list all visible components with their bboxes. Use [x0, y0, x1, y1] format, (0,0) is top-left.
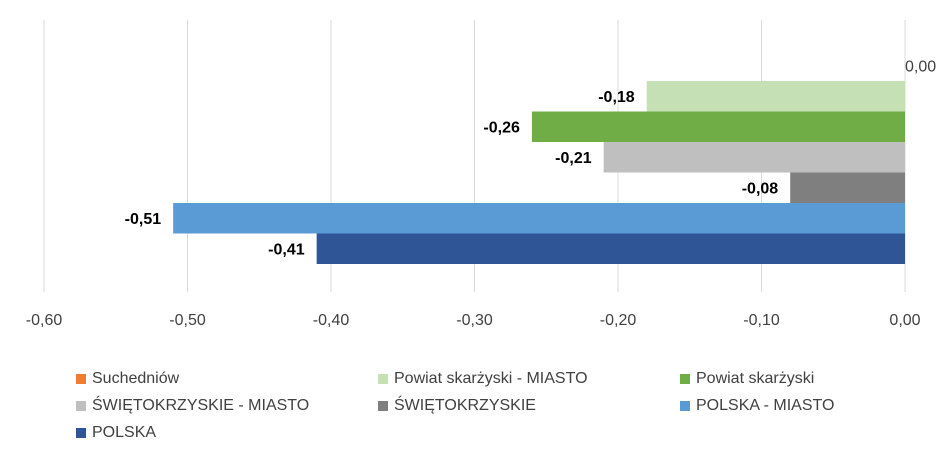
legend-item: Powiat skarżyski [680, 370, 814, 388]
bar [790, 172, 905, 203]
legend-swatch [76, 401, 86, 411]
x-axis-ticks: -0,60 -0,50 -0,40 -0,30 -0,20 -0,10 0,00 [26, 312, 921, 329]
data-label: -0,08 [742, 180, 779, 197]
legend-swatch [378, 374, 388, 384]
x-tick-label: -0,20 [600, 312, 637, 329]
legend-item: ŚWIĘTOKRZYSKIE - MIASTO [76, 397, 309, 415]
legend-item: POLSKA [76, 424, 156, 442]
data-label: -0,26 [483, 119, 520, 136]
x-tick-label: -0,40 [313, 312, 350, 329]
bar [603, 142, 905, 173]
legend-label: ŚWIĘTOKRZYSKIE [394, 397, 536, 414]
x-tick-label: -0,60 [26, 312, 63, 329]
legend-label: POLSKA - MIASTO [696, 397, 835, 414]
bar [531, 111, 905, 142]
data-label: -0,18 [598, 89, 635, 106]
data-label: -0,21 [555, 150, 592, 167]
data-label: 0,00 [905, 58, 936, 75]
legend-label: Powiat skarżyski - MIASTO [394, 370, 588, 387]
legend-item: ŚWIĘTOKRZYSKIE [378, 397, 536, 415]
legend-item: Suchedniów [76, 370, 179, 388]
data-label: -0,41 [268, 241, 305, 258]
legend-swatch [680, 401, 690, 411]
bar-chart: 0,00 -0,18 -0,26 -0,21 -0,08 -0,51 -0,41 -0,60… [26, 20, 937, 329]
bars [173, 81, 905, 264]
bar [316, 233, 905, 264]
legend-label: Powiat skarżyski [696, 370, 815, 387]
legend-label: POLSKA [92, 424, 157, 441]
bar [646, 81, 905, 112]
legend-swatch [76, 428, 86, 438]
bar [173, 203, 905, 234]
legend-item: Powiat skarżyski - MIASTO [378, 370, 588, 388]
data-label: -0,51 [125, 211, 162, 228]
legend-label: Suchedniów [92, 370, 180, 387]
legend-item: POLSKA - MIASTO [680, 397, 834, 415]
legend-swatch [680, 374, 690, 384]
legend-swatch [76, 374, 86, 384]
x-tick-label: -0,10 [743, 312, 780, 329]
legend-label: ŚWIĘTOKRZYSKIE - MIASTO [92, 397, 310, 414]
legend-swatch [378, 401, 388, 411]
x-tick-label: -0,50 [169, 312, 206, 329]
x-tick-label: -0,30 [456, 312, 493, 329]
data-labels: 0,00 -0,18 -0,26 -0,21 -0,08 -0,51 -0,41 [125, 58, 937, 258]
x-tick-label: 0,00 [889, 312, 920, 329]
